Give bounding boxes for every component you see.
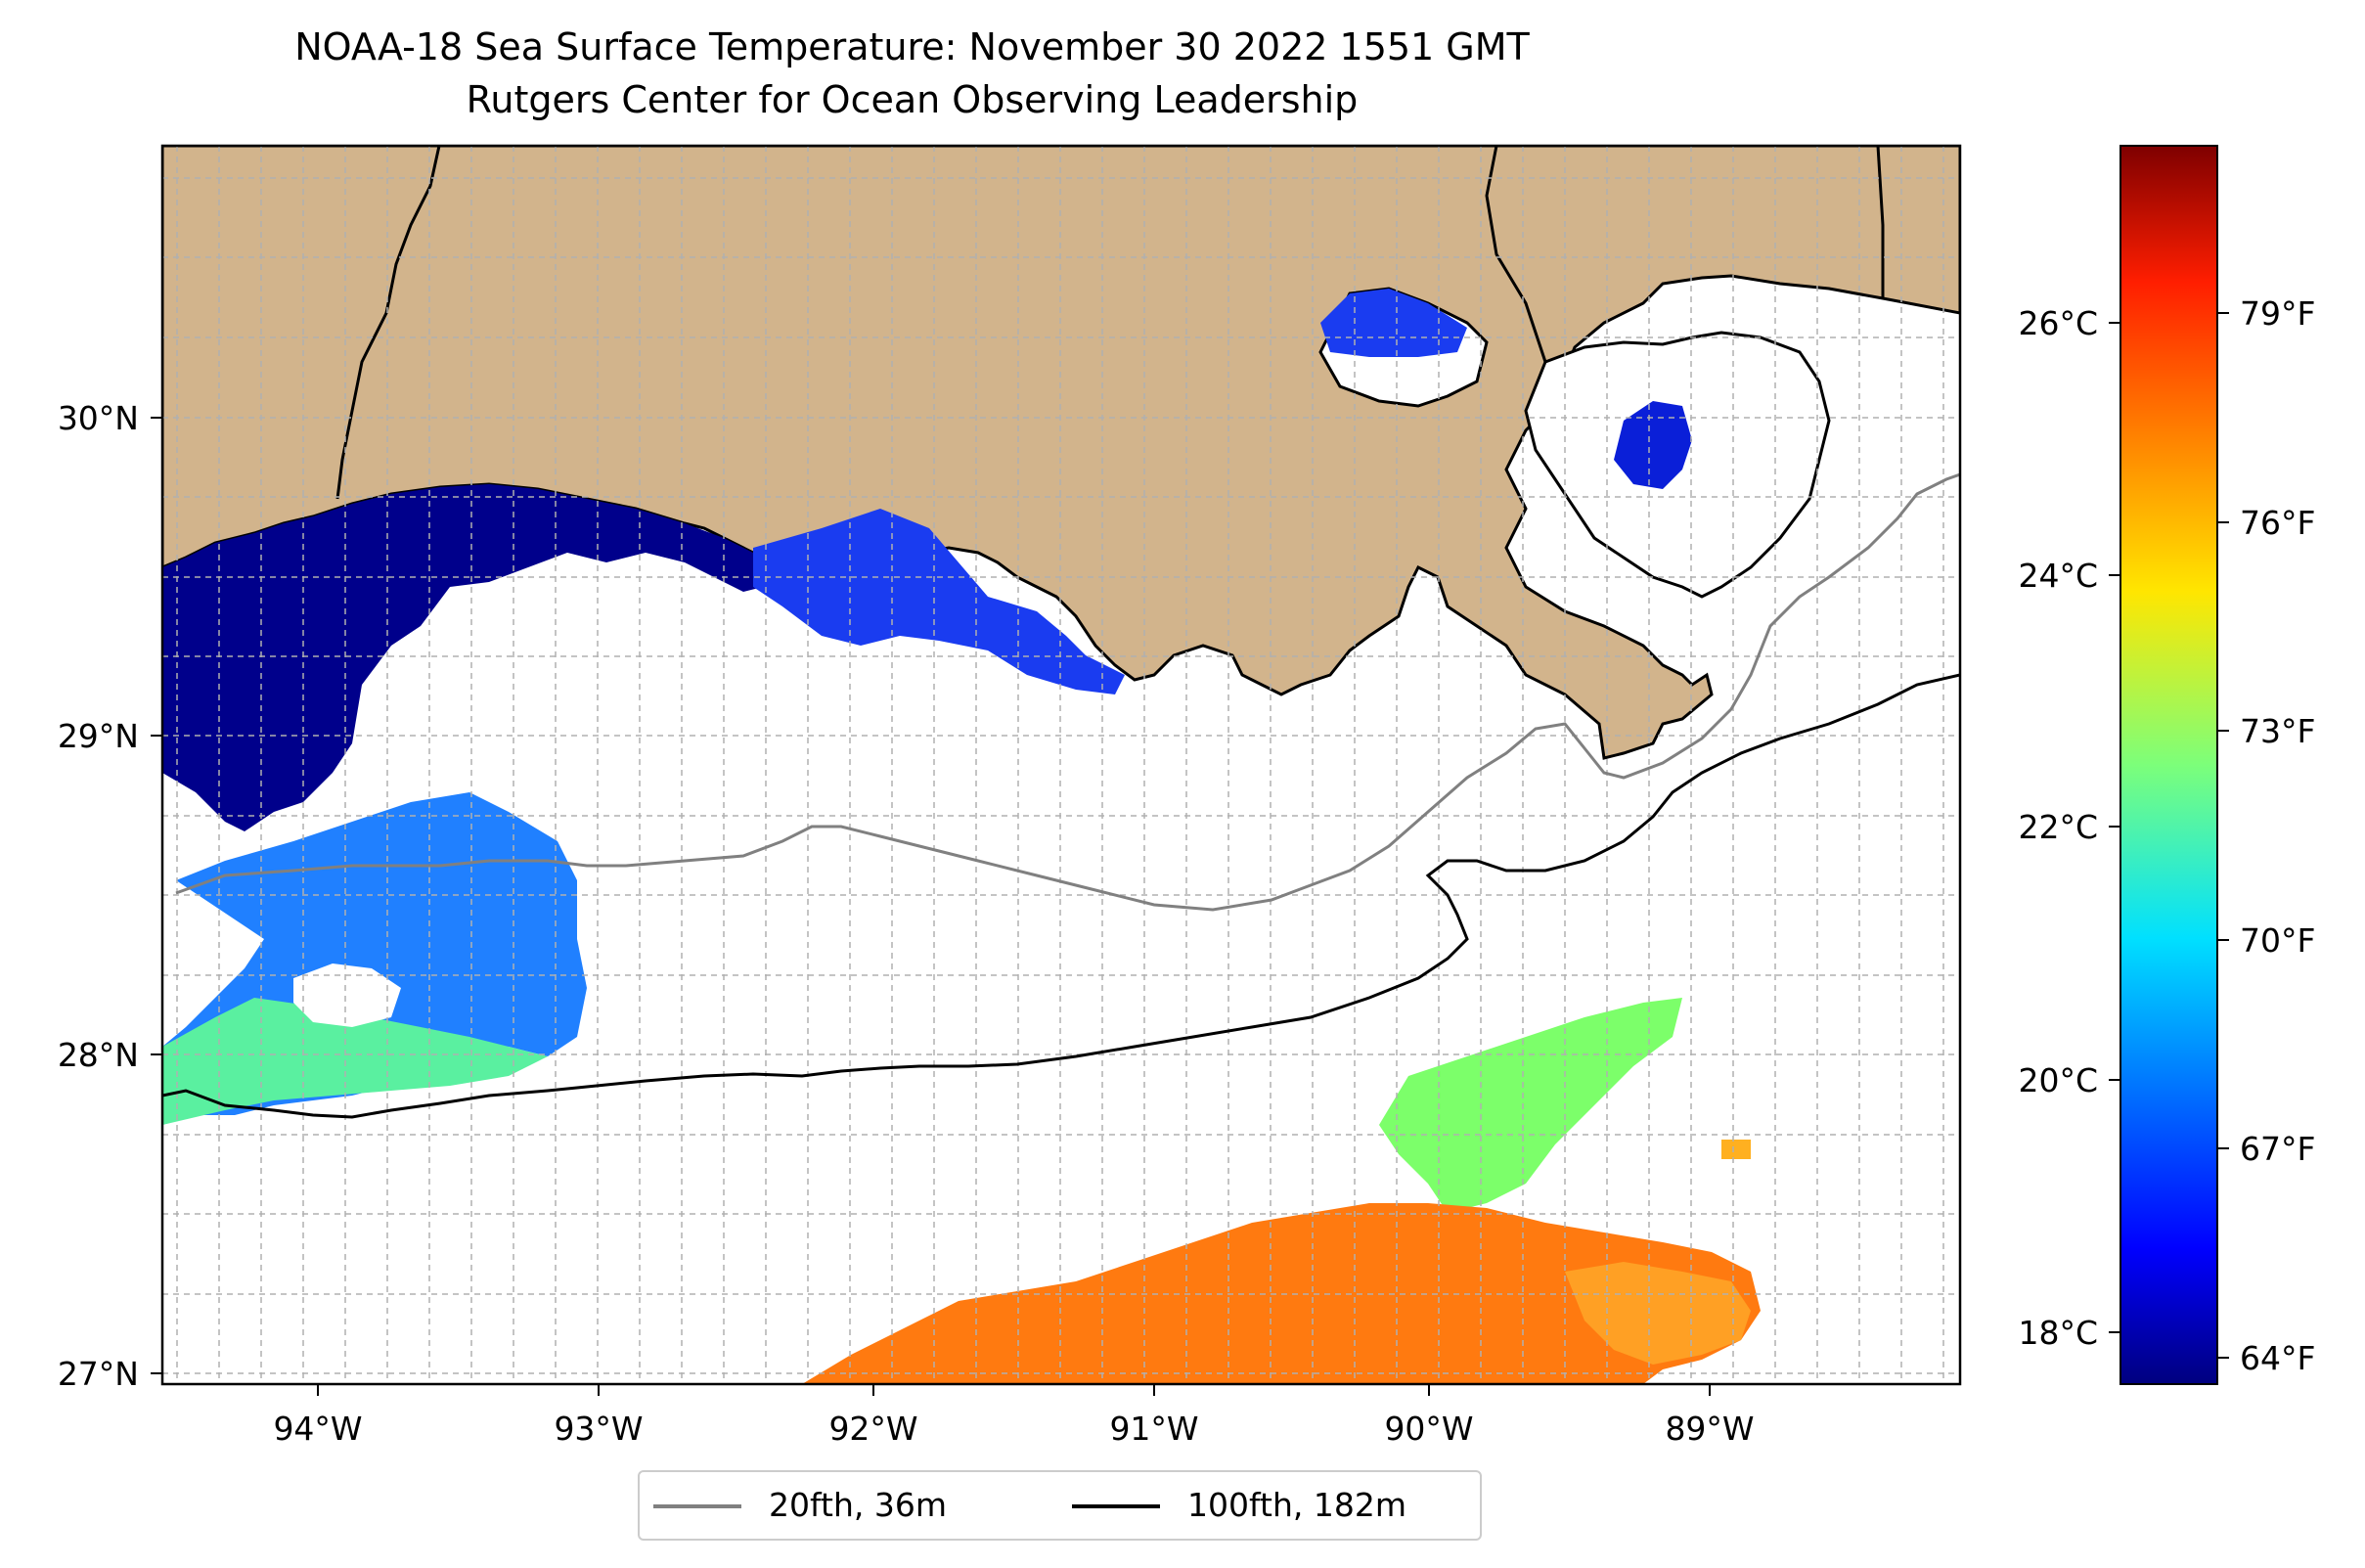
sst-cool-patch bbox=[753, 509, 1125, 694]
lon-tick-label: 93°W bbox=[554, 1410, 643, 1448]
state-boundary bbox=[1485, 146, 1547, 363]
isobath-20fth bbox=[175, 472, 1960, 912]
colorbar-celsius-label: 22°C bbox=[2018, 808, 2098, 846]
lon-tick-label: 90°W bbox=[1384, 1410, 1473, 1448]
colorbar-celsius-label: 20°C bbox=[2018, 1061, 2098, 1099]
axis-ticks bbox=[151, 417, 1711, 1396]
legend-swatch-20fth bbox=[653, 1504, 741, 1508]
isobath-100fth bbox=[162, 673, 1960, 1119]
state-boundary bbox=[335, 146, 441, 500]
colorbar-fahrenheit-label: 73°F bbox=[2240, 712, 2315, 750]
colorbar-fahrenheit-label: 79°F bbox=[2240, 294, 2315, 333]
colorbar-fahrenheit-label: 67°F bbox=[2240, 1130, 2315, 1168]
cloud-gap bbox=[293, 963, 401, 1027]
legend-swatch-100fth bbox=[1072, 1504, 1160, 1508]
legend-label-20fth: 20fth, 36m bbox=[769, 1486, 947, 1524]
lon-tick-label: 94°W bbox=[273, 1410, 362, 1448]
sst-cool-patch bbox=[1614, 401, 1692, 489]
colorbar-ticks bbox=[2109, 312, 2229, 1359]
state-boundary bbox=[1876, 146, 1885, 298]
lat-tick-label: 27°N bbox=[58, 1355, 139, 1393]
lon-tick-label: 92°W bbox=[828, 1410, 917, 1448]
legend: 20fth, 36m 100fth, 182m bbox=[638, 1470, 1482, 1541]
sst-warm-patch bbox=[1565, 1262, 1751, 1365]
colorbar-celsius-label: 18°C bbox=[2018, 1314, 2098, 1352]
sst-mid-patch bbox=[162, 998, 548, 1125]
gridlines bbox=[162, 146, 1960, 1384]
colorbar-fahrenheit-label: 70°F bbox=[2240, 921, 2315, 960]
lat-tick-label: 30°N bbox=[58, 399, 139, 437]
chart-title: NOAA-18 Sea Surface Temperature: Novembe… bbox=[294, 25, 1530, 68]
colorbar bbox=[2120, 145, 2218, 1385]
sst-warm-patch bbox=[1721, 1140, 1751, 1159]
colorbar-celsius-label: 24°C bbox=[2018, 557, 2098, 595]
legend-label-100fth: 100fth, 182m bbox=[1187, 1486, 1406, 1524]
colorbar-fahrenheit-label: 76°F bbox=[2240, 504, 2315, 542]
land-mass bbox=[162, 146, 1960, 760]
map-frame bbox=[160, 144, 1962, 1386]
lon-tick-label: 91°W bbox=[1109, 1410, 1198, 1448]
sst-cool-patch bbox=[1320, 289, 1467, 357]
colorbar-fahrenheit-label: 64°F bbox=[2240, 1339, 2315, 1377]
colorbar-celsius-label: 26°C bbox=[2018, 304, 2098, 342]
lon-tick-label: 89°W bbox=[1665, 1410, 1754, 1448]
lat-tick-label: 29°N bbox=[58, 717, 139, 755]
lat-tick-label: 28°N bbox=[58, 1036, 139, 1074]
chart-subtitle: Rutgers Center for Ocean Observing Leade… bbox=[466, 78, 1359, 121]
sst-cold-patch bbox=[162, 484, 763, 831]
